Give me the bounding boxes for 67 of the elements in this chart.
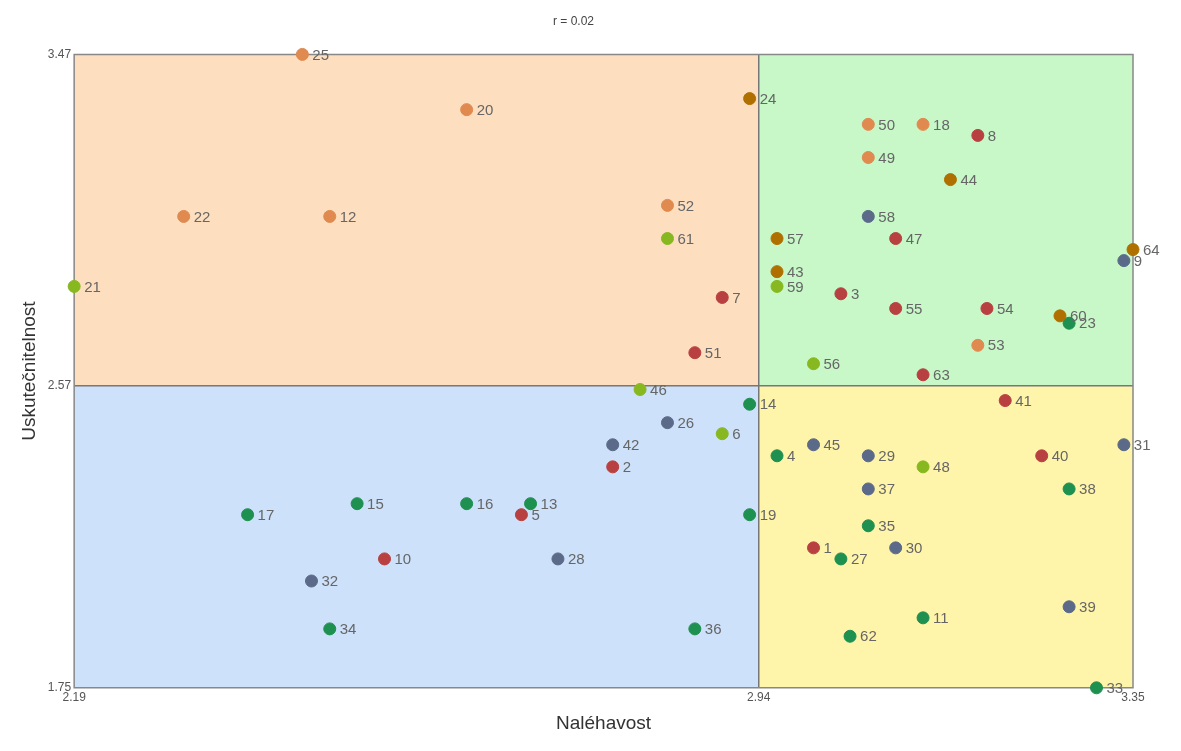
annotation: 45 [823, 435, 841, 453]
annotation: 51 [704, 343, 722, 361]
x-tick-label: 2.94 [747, 690, 771, 705]
annotation: 53 [987, 336, 1005, 354]
annotation: 17 [257, 505, 275, 523]
annotation: 12 [339, 207, 357, 225]
annotation: 40 [1051, 446, 1069, 464]
annotation: 11 [933, 608, 949, 626]
annotation: 49 [878, 148, 895, 166]
annotation: 55 [905, 299, 923, 317]
annotation: 15 [367, 494, 384, 512]
annotation: 1 [823, 539, 832, 556]
annotation: 7 [732, 288, 741, 306]
annotation: 38 [1079, 480, 1096, 498]
annotation: 29 [878, 446, 895, 464]
chart-title: r = 0.02 [552, 13, 595, 28]
annotation: 48 [933, 457, 950, 475]
annotation: 10 [394, 550, 412, 568]
annotation: 59 [787, 277, 804, 295]
annotation: 36 [704, 620, 722, 638]
annotation: 16 [476, 494, 494, 512]
annotation: 64 [1143, 240, 1160, 258]
annotation: 47 [905, 229, 923, 247]
x-tick-label: 2.19 [62, 690, 87, 705]
annotation: 3 [850, 284, 860, 302]
y-axis-title: Uskutečnitelnost [17, 300, 39, 441]
annotation: 32 [321, 572, 339, 590]
annotation: 19 [759, 505, 777, 523]
y-tick-label: 3.47 [47, 46, 72, 61]
annotation: 18 [933, 115, 950, 133]
annotation: 50 [878, 115, 895, 133]
annotation: 58 [878, 207, 895, 225]
x-axis-title: Naléhavost [556, 711, 652, 733]
annotation: 21 [84, 277, 101, 295]
annotation: 52 [677, 196, 695, 214]
annotation: 62 [860, 627, 877, 645]
annotation: 9 [1133, 251, 1143, 269]
annotation: 4 [787, 446, 796, 464]
annotation: 34 [339, 620, 357, 638]
annotation: 63 [933, 365, 950, 383]
annotation: 46 [650, 380, 667, 398]
annotation: 28 [567, 550, 585, 568]
annotation: 2 [622, 457, 632, 475]
annotation: 35 [878, 516, 895, 534]
annotation: 22 [193, 207, 211, 225]
annotation: 6 [732, 424, 741, 442]
annotation: 41 [1015, 391, 1032, 409]
y-tick-label: 2.57 [47, 378, 72, 393]
annotation: 14 [759, 395, 777, 413]
annotation: 24 [759, 89, 777, 107]
annotation: 61 [677, 229, 695, 247]
annotation: 44 [960, 170, 978, 188]
annotation: 56 [823, 354, 841, 372]
annotation: 20 [476, 100, 494, 118]
annotation: 27 [850, 550, 868, 568]
annotation: 30 [905, 539, 923, 556]
annotation: 54 [996, 299, 1014, 317]
annotation: 43 [787, 262, 804, 280]
annotation: 31 [1133, 435, 1151, 453]
annotation: 39 [1079, 597, 1096, 615]
annotation: 5 [531, 505, 540, 523]
annotation: 13 [540, 494, 558, 512]
annotation: 57 [787, 229, 804, 247]
annotation: 37 [878, 480, 895, 498]
annotation: 42 [622, 435, 640, 453]
annotation: 26 [677, 413, 695, 431]
annotation: 8 [987, 126, 997, 144]
